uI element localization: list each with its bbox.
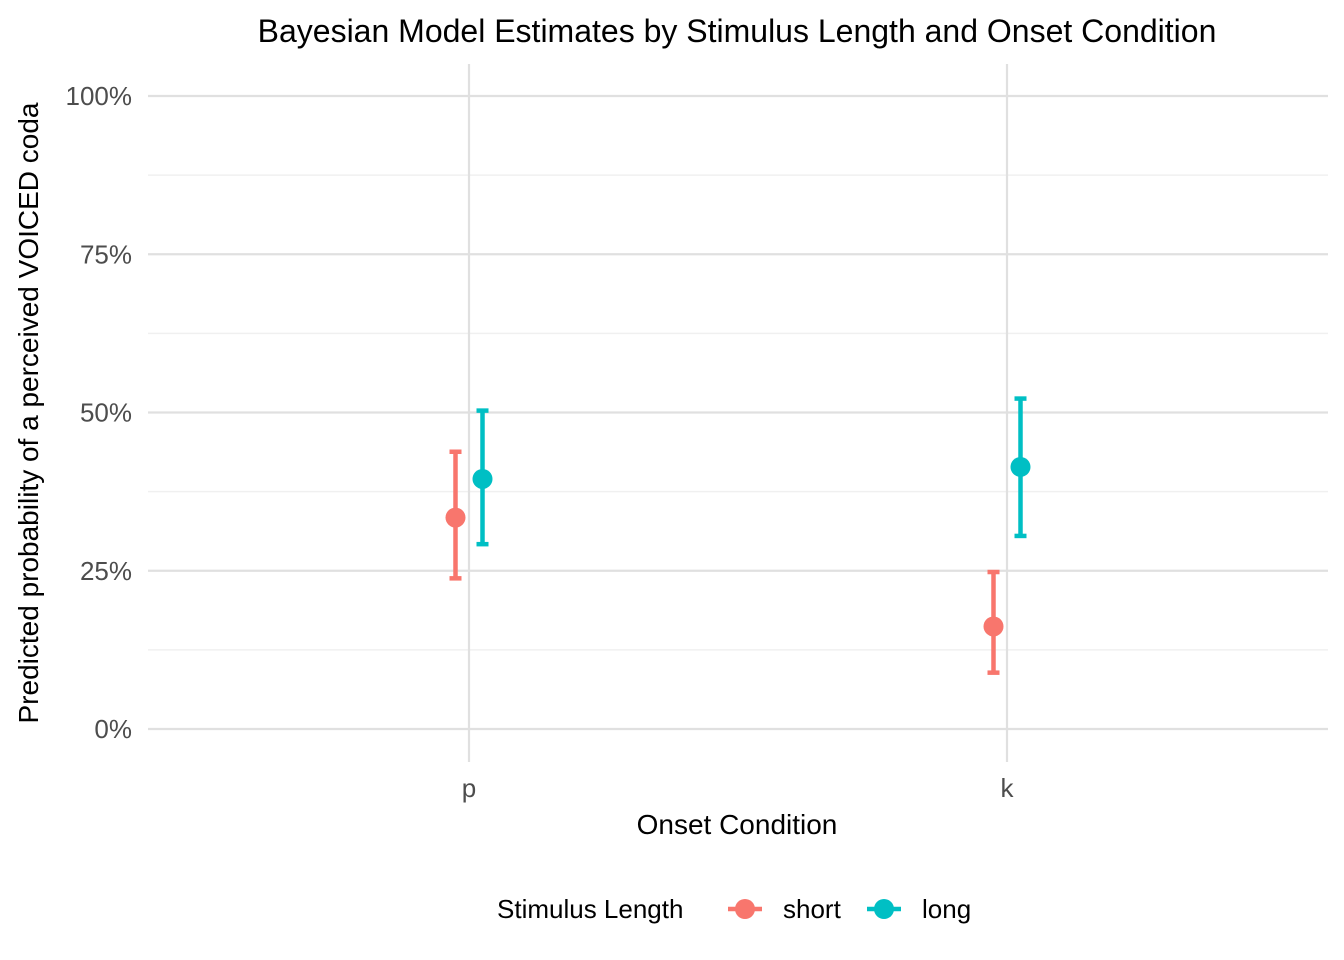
plot-marks: [445, 396, 1031, 675]
point-short-k: [983, 616, 1004, 637]
legend-key-long: [867, 899, 901, 919]
chart-title: Bayesian Model Estimates by Stimulus Len…: [258, 13, 1217, 49]
x-tick-label: p: [462, 773, 476, 803]
x-tick-label: k: [1001, 773, 1015, 803]
y-tick-label: 50%: [80, 398, 132, 428]
legend-label-short: short: [783, 894, 842, 924]
legend-label-long: long: [922, 894, 971, 924]
point-long-p: [472, 468, 493, 489]
error-bar-short-p: [445, 449, 466, 581]
point-short-p: [445, 507, 466, 528]
x-axis-title: Onset Condition: [637, 809, 838, 840]
grid: [148, 64, 1328, 762]
y-axis-title: Predicted probability of a perceived VOI…: [13, 102, 44, 723]
y-tick-label: 25%: [80, 556, 132, 586]
y-tick-label: 75%: [80, 239, 132, 269]
y-axis: 0% 25% 50% 75% 100%: [66, 81, 133, 744]
point-long-k: [1010, 456, 1031, 477]
legend-key-point: [874, 899, 894, 919]
legend-title: Stimulus Length: [497, 894, 683, 924]
error-bar-long-p: [472, 408, 493, 547]
legend-key-point: [735, 899, 755, 919]
y-tick-label: 100%: [66, 81, 133, 111]
error-bar-long-k: [1010, 396, 1031, 539]
y-tick-label: 0%: [94, 714, 132, 744]
error-bar-short-k: [983, 569, 1004, 675]
legend-key-short: [728, 899, 762, 919]
legend: Stimulus Length short long: [497, 894, 971, 924]
